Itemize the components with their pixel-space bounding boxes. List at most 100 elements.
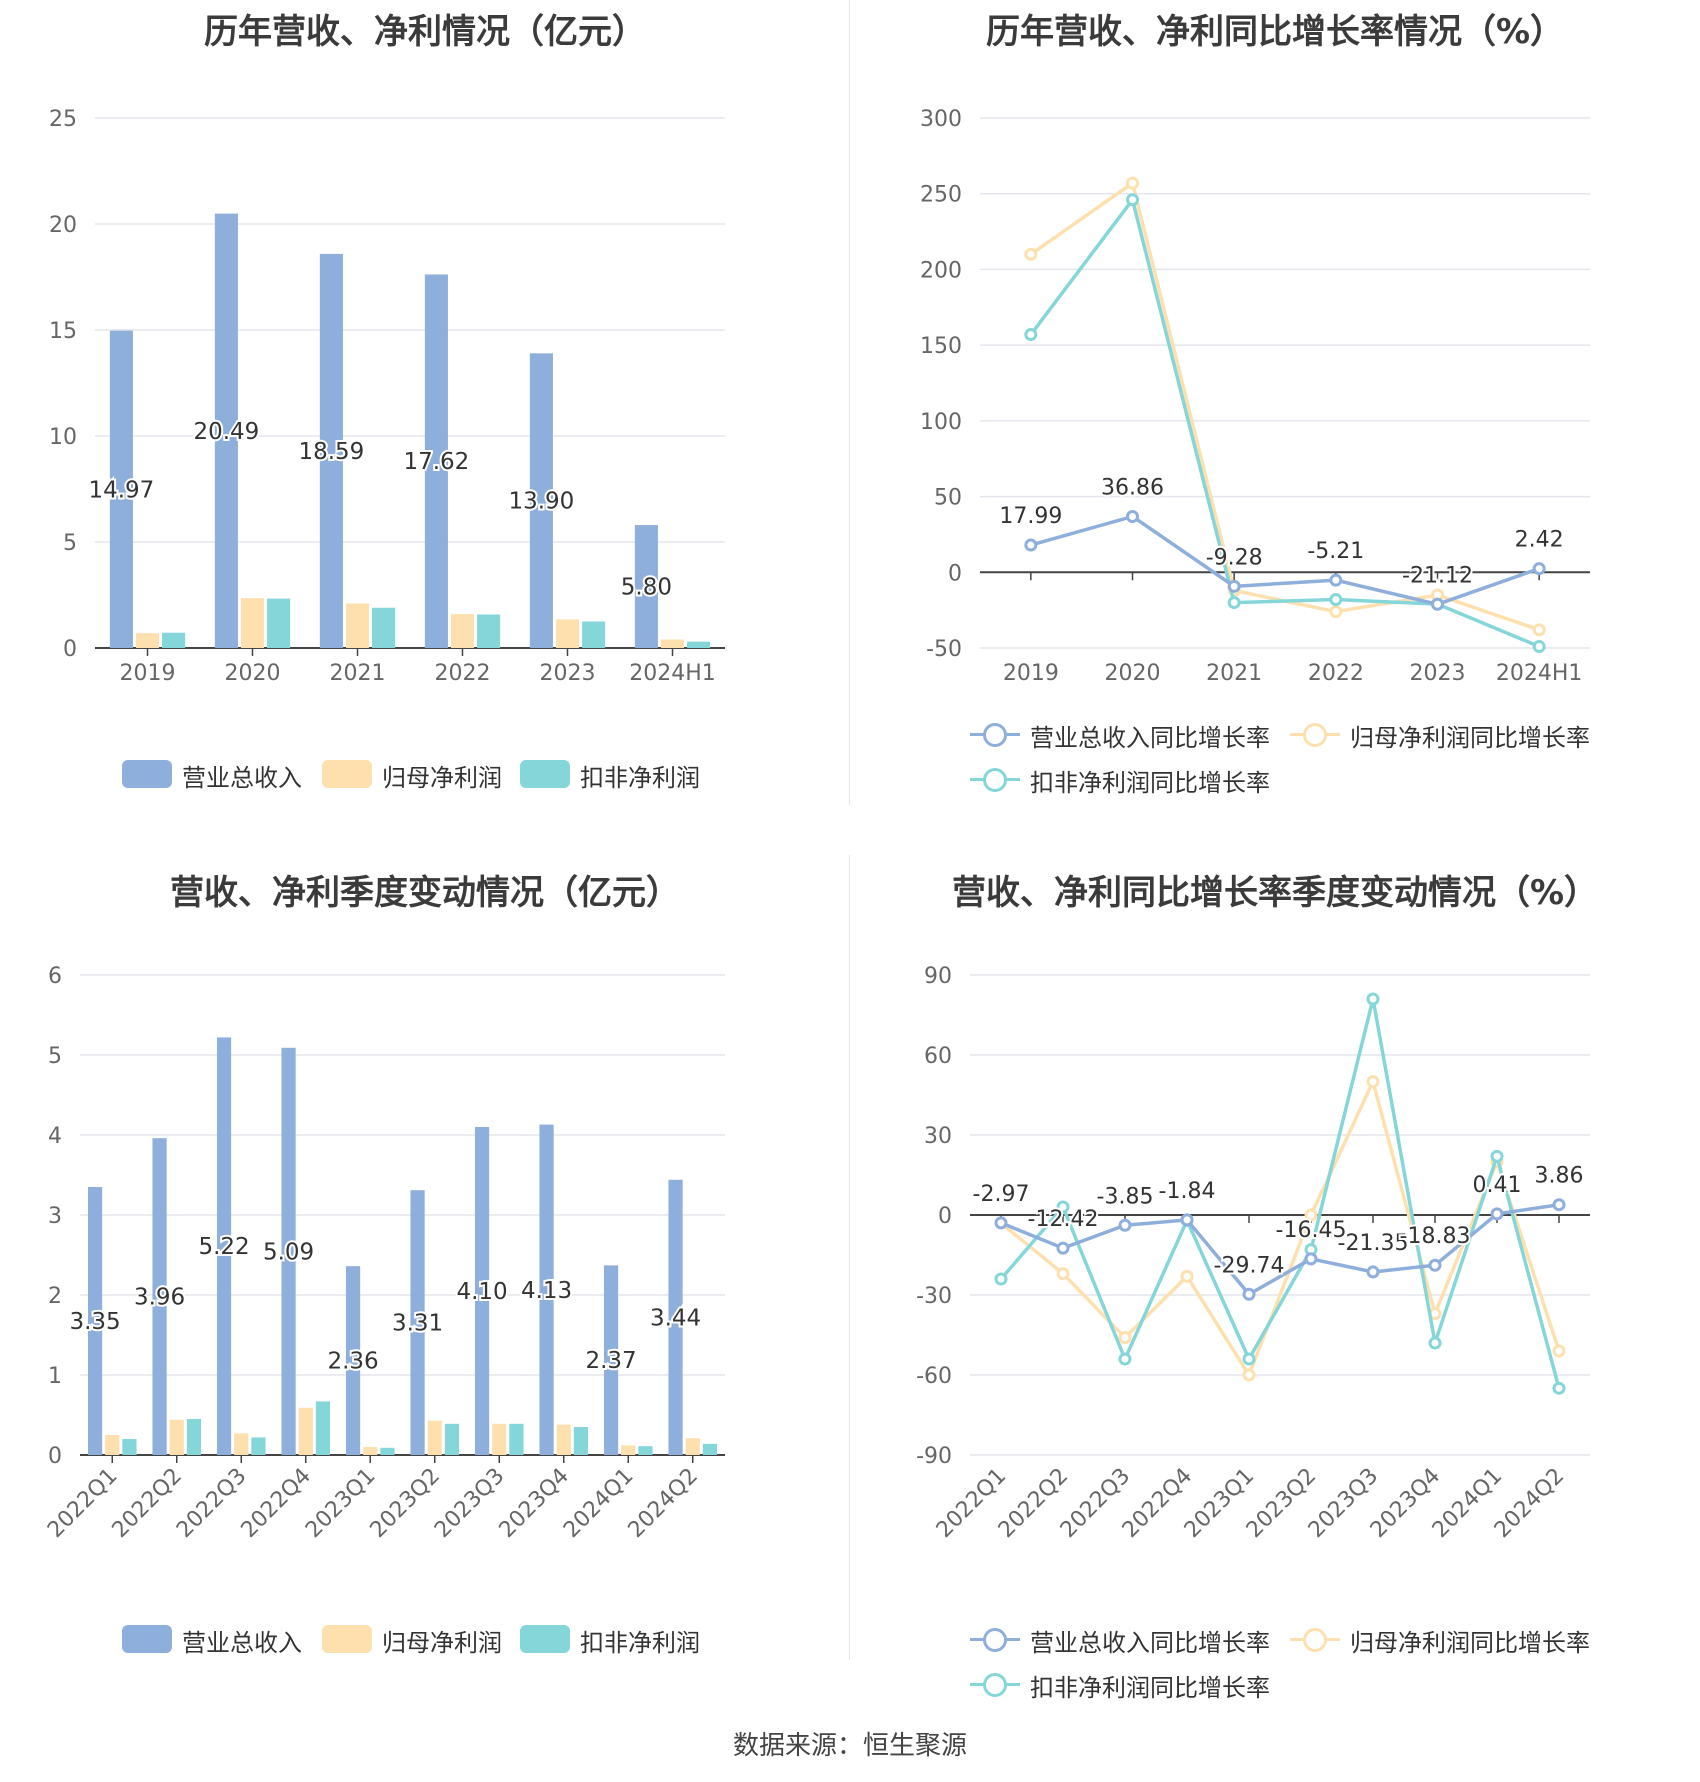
bar-net-profit <box>240 598 265 648</box>
point-data-label: 2.42 <box>1515 528 1564 553</box>
chart-title: 营收、净利同比增长率季度变动情况（%） <box>951 873 1599 913</box>
y-tick-label: 30 <box>924 1124 952 1149</box>
y-tick-label: -60 <box>916 1364 952 1389</box>
quarterly-growth-rate-svg: -90-60-3003060902022Q12022Q22022Q32022Q4… <box>916 964 1590 1543</box>
y-tick-label: 300 <box>920 107 962 132</box>
bar-net-profit <box>135 633 160 648</box>
bar-revenue <box>410 1190 425 1455</box>
y-tick-label: 0 <box>938 1204 952 1229</box>
legend-dot-marker <box>1303 1628 1327 1652</box>
data-point <box>1118 1331 1132 1345</box>
quarterly-revenue-profit-svg: 01234562022Q12022Q22022Q32022Q42023Q1202… <box>43 964 725 1543</box>
bar-data-label: 5.09 <box>263 1239 314 1265</box>
bar-data-label: 5.22 <box>198 1234 249 1260</box>
legend-label: 归母净利润 <box>382 1629 502 1657</box>
data-point <box>1242 1287 1256 1301</box>
y-tick-label: 20 <box>49 213 77 238</box>
legend-label: 归母净利润同比增长率 <box>1350 724 1590 752</box>
bar-data-label: 3.44 <box>650 1305 701 1331</box>
y-tick-label: 200 <box>920 258 962 283</box>
legend-label: 扣非净利润同比增长率 <box>1030 1674 1270 1702</box>
legend-swatch <box>322 760 372 788</box>
chart-title: 历年营收、净利情况（亿元） <box>204 12 646 52</box>
bar-data-label: 3.35 <box>69 1309 120 1335</box>
legend-swatch <box>520 1625 570 1653</box>
legend-label: 扣非净利润同比增长率 <box>1030 769 1270 797</box>
y-tick-label: 4 <box>48 1124 62 1149</box>
x-tick-label: 2024H1 <box>1496 661 1583 686</box>
point-data-label: -21.12 <box>1402 563 1473 588</box>
legend-dot-marker <box>983 768 1007 792</box>
point-data-label: -3.85 <box>1097 1184 1154 1209</box>
legend-label: 营业总收入 <box>182 1629 302 1657</box>
data-point <box>1056 1241 1070 1255</box>
x-tick-label: 2020 <box>1105 661 1161 686</box>
bar-deducted-profit <box>444 1423 460 1455</box>
bar-deducted-profit <box>477 614 501 648</box>
data-point <box>1126 509 1139 523</box>
x-tick-label: 2023Q4 <box>495 1464 574 1543</box>
y-tick-label: -30 <box>916 1284 952 1309</box>
legend-label: 归母净利润 <box>382 764 502 792</box>
bar-data-label: 2.36 <box>327 1349 378 1375</box>
x-tick-label: 2023 <box>1410 661 1466 686</box>
quarterly-growth-rate-chart: 营收、净利同比增长率季度变动情况（%） -90 -60 -30 0 30 60 90 2022… <box>850 855 1700 1715</box>
data-point <box>1304 1252 1318 1266</box>
y-tick-label: 15 <box>49 319 77 344</box>
y-tick-label: 90 <box>924 964 952 989</box>
legend-swatch <box>122 1625 172 1653</box>
data-point <box>1180 1213 1194 1227</box>
data-point <box>1329 573 1343 587</box>
bar-deducted-profit <box>509 1423 524 1455</box>
x-tick-label: 2022Q3 <box>172 1464 251 1543</box>
data-point <box>1056 1267 1070 1281</box>
legend-dot-marker <box>983 1673 1007 1697</box>
bar-revenue <box>603 1265 619 1455</box>
series-line-deducted-profit-growth <box>1029 195 1540 649</box>
bar-deducted-profit <box>573 1427 589 1455</box>
bar-data-label: 17.62 <box>403 449 469 475</box>
data-point <box>1118 1218 1132 1232</box>
point-data-label: -21.35 <box>1338 1231 1409 1256</box>
bar-net-profit <box>427 1420 442 1455</box>
data-point <box>1366 1265 1380 1279</box>
bar-data-label: 5.80 <box>621 575 672 601</box>
bar-deducted-profit <box>122 1439 137 1455</box>
series-line-revenue-growth <box>1030 514 1540 607</box>
bar-net-profit <box>492 1423 507 1455</box>
y-tick-label: 3 <box>48 1204 62 1229</box>
bar-data-label: 14.97 <box>88 477 154 503</box>
y-tick-label: 60 <box>924 1044 952 1069</box>
bar-data-label: 3.96 <box>134 1285 185 1311</box>
legend-label: 归母净利润同比增长率 <box>1350 1629 1590 1657</box>
data-point <box>1329 593 1343 607</box>
x-tick-label: 2023 <box>540 661 596 686</box>
data-point <box>1118 1352 1132 1366</box>
data-point <box>1431 597 1444 611</box>
data-point <box>1552 1198 1566 1212</box>
bar-revenue <box>152 1138 167 1455</box>
data-point <box>1428 1336 1442 1350</box>
y-tick-label: 0 <box>948 561 962 586</box>
y-tick-label: 5 <box>63 531 77 556</box>
chart-title: 历年营收、净利同比增长率情况（%） <box>985 12 1565 52</box>
bar-deducted-profit <box>315 1401 331 1455</box>
point-data-label: -2.97 <box>973 1182 1030 1207</box>
data-point <box>1056 1200 1070 1214</box>
data-point <box>1366 992 1380 1006</box>
x-tick-label: 2024Q2 <box>1490 1464 1569 1543</box>
y-tick-label: 10 <box>49 425 77 450</box>
legend-dot-marker <box>1303 723 1327 747</box>
y-tick-label: 25 <box>49 107 77 132</box>
bar-revenue <box>109 330 133 648</box>
bar-revenue <box>281 1047 296 1455</box>
data-point <box>1242 1352 1256 1366</box>
bar-net-profit <box>234 1433 249 1455</box>
data-point <box>1552 1381 1566 1395</box>
legend-dot-marker <box>983 723 1007 747</box>
data-point <box>1366 1075 1380 1089</box>
bar-net-profit <box>450 614 475 648</box>
annual-revenue-profit-svg: 0 5 10 15 20 25 2019 2020 2021 2022 2023 2024H1 14.9… <box>49 107 725 686</box>
y-tick-label: 50 <box>934 486 962 511</box>
point-data-label: 36.86 <box>1101 475 1164 500</box>
